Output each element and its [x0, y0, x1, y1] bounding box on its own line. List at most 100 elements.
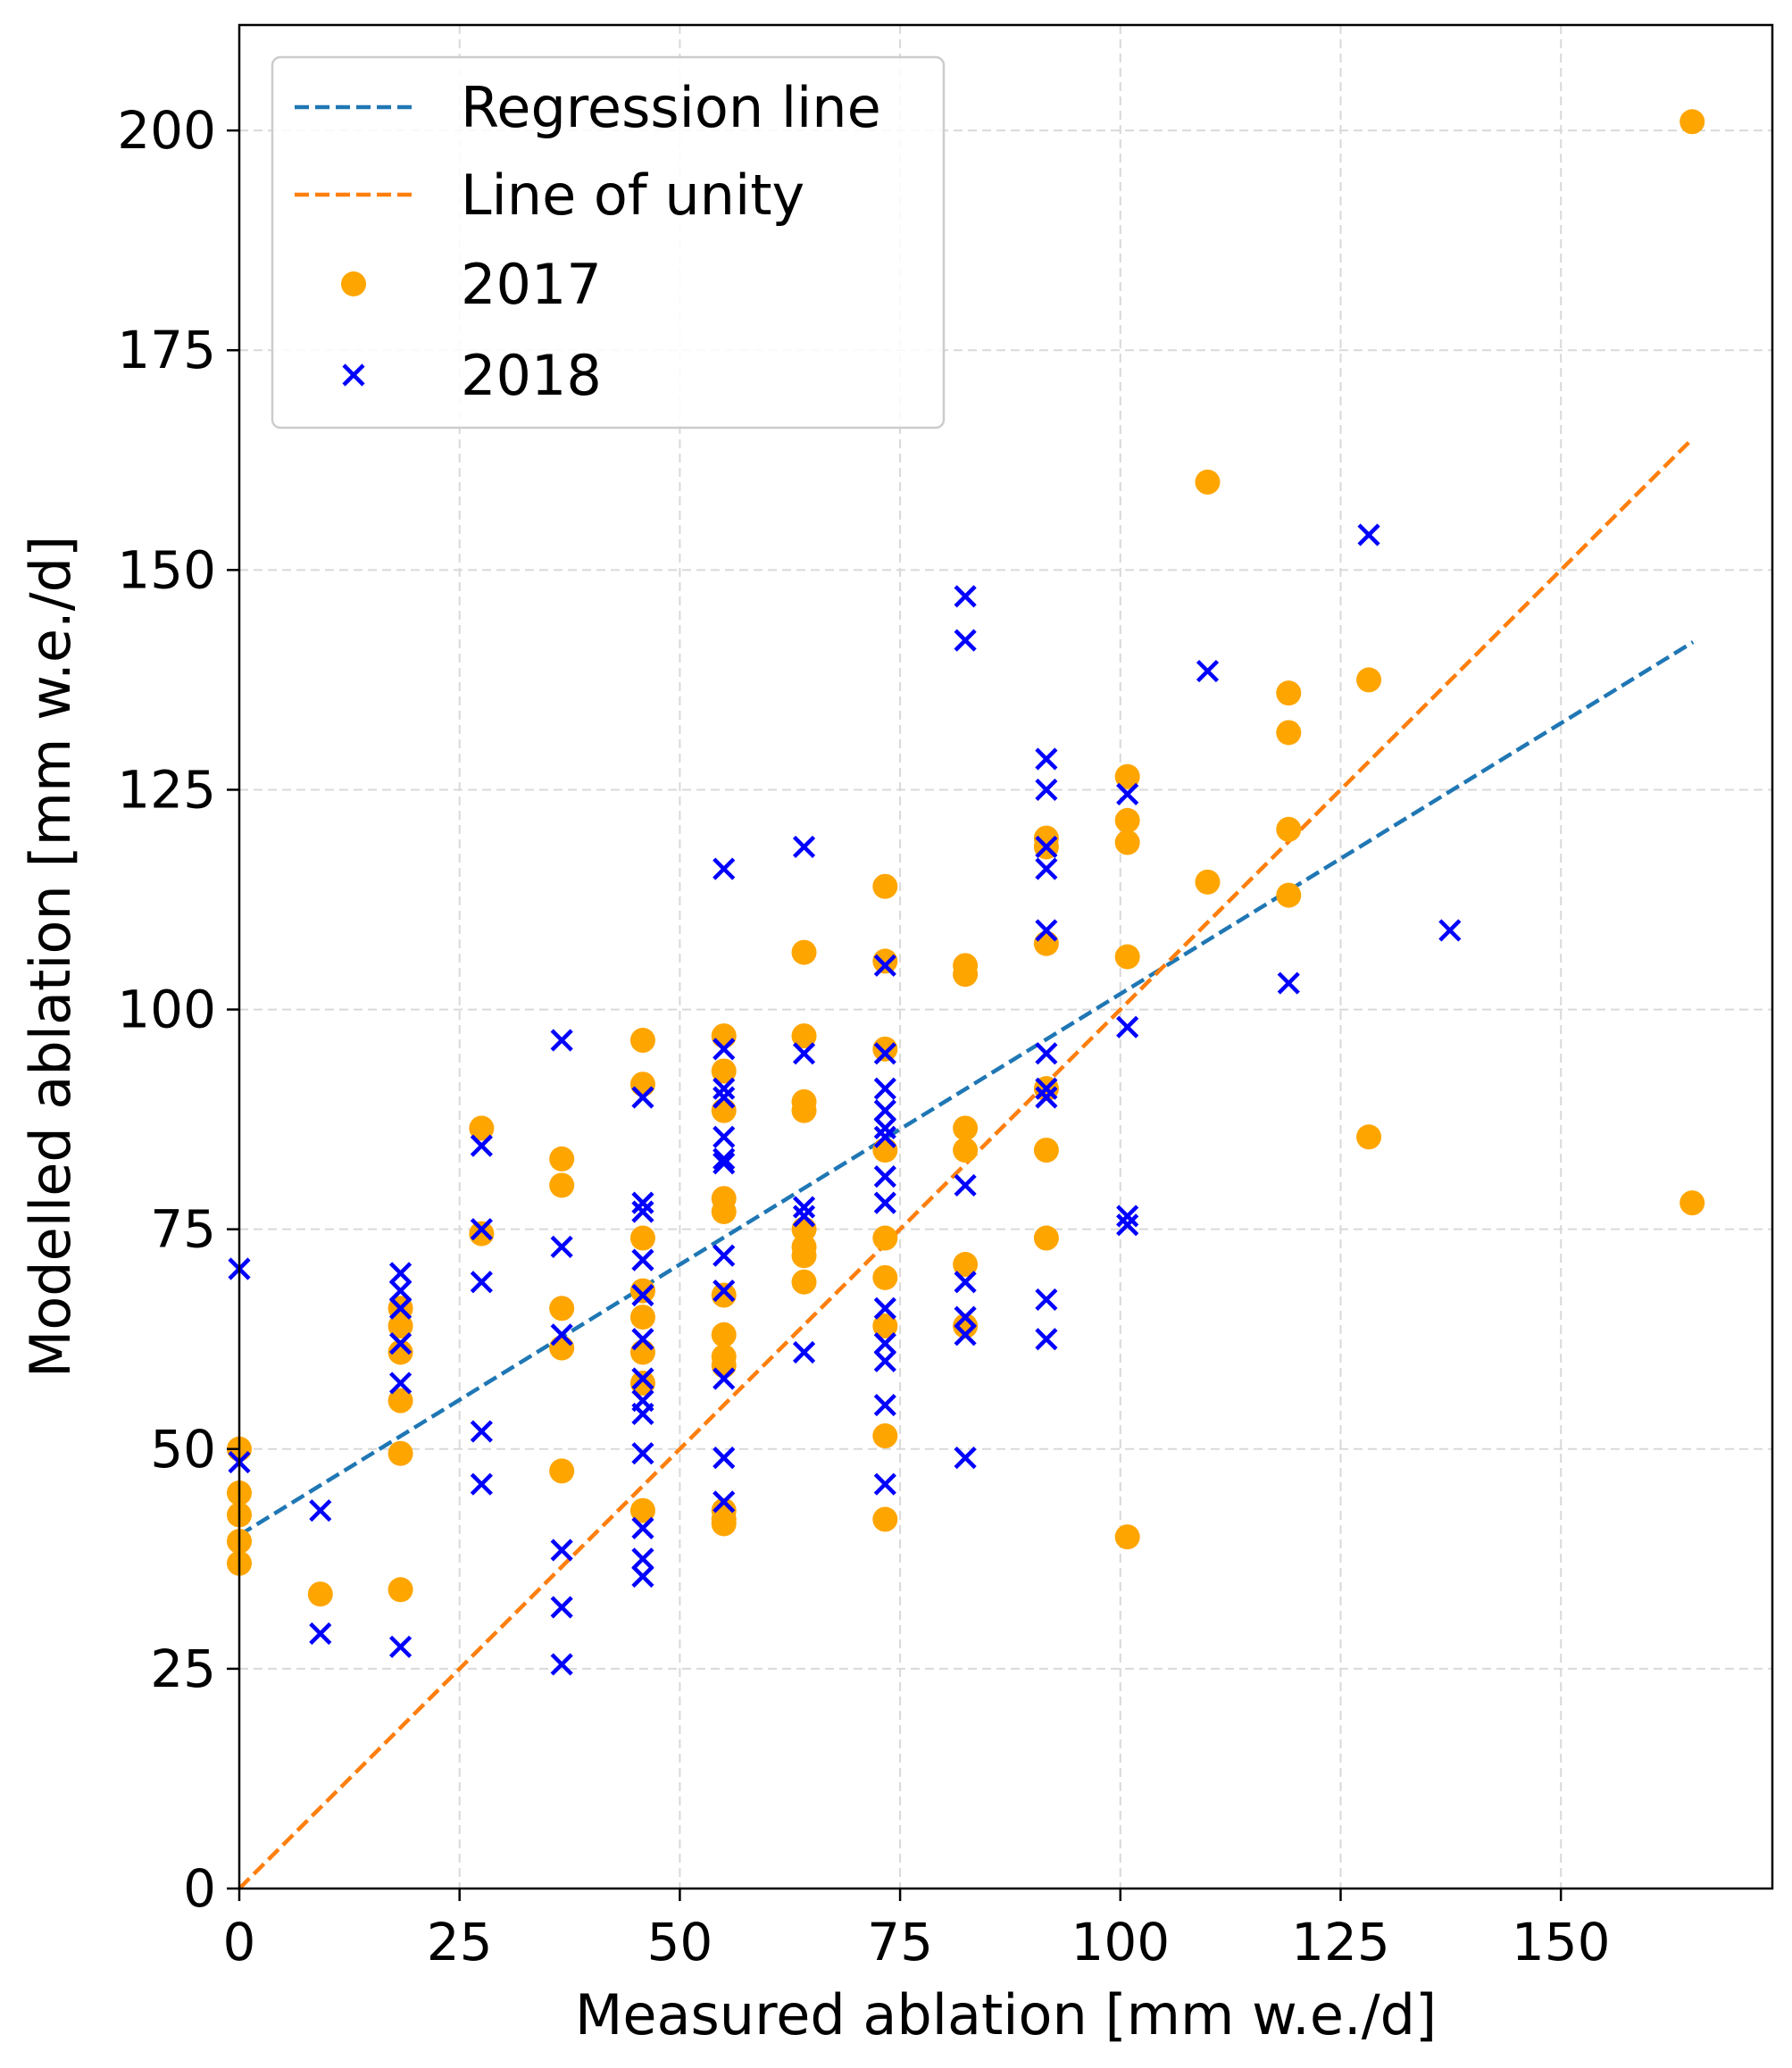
point-2018	[873, 1116, 896, 1140]
y-tick-label: 200	[117, 100, 216, 161]
x-tick-label: 75	[867, 1912, 933, 1972]
line-layer	[238, 437, 1695, 1890]
point-2018	[713, 1279, 736, 1303]
y-tick-label: 125	[117, 759, 216, 820]
point-2017	[1679, 109, 1705, 135]
point-2017	[953, 1115, 979, 1141]
point-2018	[713, 1125, 736, 1148]
point-2018	[550, 1538, 573, 1562]
point-2017	[1276, 680, 1302, 706]
point-2018	[954, 585, 977, 608]
point-2018	[631, 1283, 654, 1307]
point-2018	[631, 1086, 654, 1109]
point-2017	[711, 1023, 737, 1049]
point-2018	[873, 1472, 896, 1496]
point-2017	[1114, 944, 1140, 970]
point-2018	[1035, 1288, 1058, 1312]
point-2017	[711, 1198, 737, 1224]
point-2017	[1033, 930, 1059, 956]
point-2018	[1035, 857, 1058, 880]
point-2018	[713, 1447, 736, 1470]
point-2018	[470, 1218, 493, 1241]
point-2018	[631, 1367, 654, 1390]
point-2017	[388, 1313, 413, 1338]
point-2018	[631, 1191, 654, 1214]
point-2017	[549, 1172, 575, 1198]
point-2018	[309, 1622, 332, 1646]
point-2017	[469, 1115, 495, 1141]
point-2017	[872, 1313, 898, 1338]
point-2018	[631, 1248, 654, 1272]
point-2017	[711, 1511, 737, 1537]
axis-ticks: 0 25 50 75 100 125 150 0 25 50 75 100 125 150 175 200	[117, 100, 1610, 1972]
point-2018	[550, 1596, 573, 1619]
point-2017	[791, 1269, 817, 1295]
point-2017	[711, 1353, 737, 1379]
x-tick-label: 50	[646, 1912, 713, 1972]
point-2018	[954, 629, 977, 652]
point-2018	[713, 1490, 736, 1513]
point-2018	[873, 1297, 896, 1320]
point-2018	[1035, 919, 1058, 942]
point-2017	[307, 1581, 333, 1607]
point-2017	[629, 1305, 655, 1330]
point-2018	[1035, 1042, 1058, 1065]
point-2018	[713, 857, 736, 880]
point-2017	[791, 939, 817, 965]
point-2018	[1116, 1015, 1139, 1038]
y-tick-label: 50	[150, 1419, 216, 1480]
point-2018	[713, 1152, 736, 1175]
point-2017	[549, 1146, 575, 1172]
point-2017	[711, 1282, 737, 1308]
point-2017	[629, 1225, 655, 1251]
point-2018	[792, 835, 816, 859]
y-tick-label: 150	[117, 539, 216, 600]
point-2018	[631, 1200, 654, 1223]
point-2018	[1035, 1086, 1058, 1109]
point-2018	[388, 1635, 413, 1658]
point-2018	[631, 1328, 654, 1351]
point-2018	[470, 1420, 493, 1443]
y-tick-label: 0	[183, 1858, 216, 1919]
x-tick-label: 150	[1512, 1912, 1611, 1972]
point-2017	[549, 1335, 575, 1361]
point-2017	[469, 1221, 495, 1247]
point-2017	[872, 1036, 898, 1062]
point-2018	[631, 1564, 654, 1589]
point-2017	[388, 1339, 413, 1365]
point-2018	[792, 1340, 816, 1364]
x-tick-label: 100	[1071, 1912, 1170, 1972]
point-2017	[549, 1458, 575, 1484]
point-2018	[873, 1125, 896, 1148]
point-2018	[470, 1271, 493, 1294]
point-2018	[873, 1349, 896, 1372]
point-2018	[873, 1393, 896, 1417]
point-2018	[1277, 971, 1300, 995]
point-2018	[1438, 919, 1462, 942]
point-2018	[713, 1367, 736, 1390]
point-2018	[792, 1042, 816, 1065]
point-2017	[872, 1423, 898, 1449]
point-2018	[1357, 523, 1380, 546]
x-tick-label: 125	[1291, 1912, 1390, 1972]
legend-label: 2017	[461, 252, 602, 317]
point-2018	[631, 1547, 654, 1571]
x-tick-label: 0	[223, 1912, 256, 1972]
point-2017	[629, 1028, 655, 1054]
x-tick-label: 25	[427, 1912, 493, 1972]
point-2017	[711, 1322, 737, 1347]
point-2017	[388, 1440, 413, 1466]
point-2018	[873, 1077, 896, 1100]
point-2017	[1276, 816, 1302, 842]
point-2017	[1033, 1225, 1059, 1251]
point-2018	[550, 1653, 573, 1676]
y-tick-label: 25	[150, 1639, 216, 1699]
point-2018	[550, 1235, 573, 1258]
point-2018	[470, 1134, 493, 1157]
point-2018	[1116, 1205, 1139, 1228]
point-2017	[1276, 720, 1302, 746]
legend: Regression line Line of unity 2017 2018	[271, 55, 946, 429]
point-2017	[791, 1097, 817, 1123]
point-2017	[872, 873, 898, 899]
